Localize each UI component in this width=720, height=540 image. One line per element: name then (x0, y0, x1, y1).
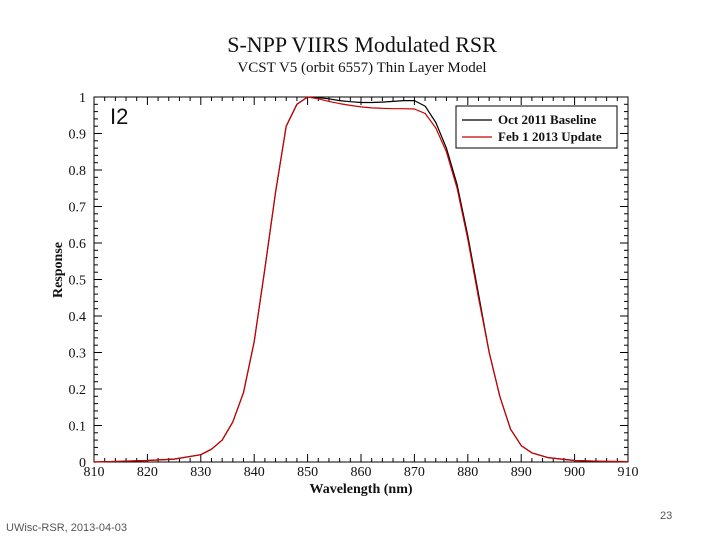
x-tick-label: 850 (297, 465, 318, 480)
chart-subtitle: VCST V5 (orbit 6557) Thin Layer Model (237, 60, 486, 76)
band-label: I2 (110, 104, 128, 129)
chart-title: S-NPP VIIRS Modulated RSR (227, 32, 497, 57)
y-tick-label: 0.8 (69, 164, 87, 179)
legend: Oct 2011 Baseline Feb 1 2013 Update (455, 105, 618, 149)
x-tick-label: 890 (511, 465, 532, 480)
x-tick-label: 840 (244, 465, 265, 480)
footer-source: UWisc-RSR, 2013-04-03 (6, 522, 128, 534)
x-tick-label: 810 (84, 465, 105, 480)
y-tick-label: 0.4 (69, 310, 87, 325)
x-tick-labels: 810 820 830 840 850 860 870 880 890 900 910 (84, 465, 639, 480)
y-tick-label: 1 (79, 91, 86, 106)
y-tick-label: 0.1 (69, 420, 87, 435)
x-axis-label: Wavelength (nm) (309, 482, 412, 497)
series-line-update (93, 96, 629, 463)
legend-box (455, 105, 618, 149)
y-tick-label: 0.6 (69, 237, 87, 252)
x-tick-label: 860 (351, 465, 372, 480)
x-tick-label: 910 (618, 465, 639, 480)
x-tick-label: 900 (564, 465, 585, 480)
legend-label-update: Feb 1 2013 Update (498, 129, 602, 144)
x-tick-label: 830 (190, 465, 211, 480)
legend-label-baseline: Oct 2011 Baseline (498, 112, 596, 127)
y-tick-label: 0.3 (69, 347, 87, 362)
series-line-baseline (93, 96, 629, 463)
y-tick-label: 0.2 (69, 383, 87, 398)
series-lines (93, 96, 629, 463)
y-tick-label: 0.9 (69, 128, 87, 143)
page-number: 23 (660, 510, 673, 522)
y-tick-labels: 0 0.1 0.2 0.3 0.4 0.5 0.6 0.7 0.8 0.9 1 (69, 91, 87, 471)
x-tick-label: 880 (457, 465, 478, 480)
x-tick-label: 820 (137, 465, 158, 480)
y-tick-label: 0.7 (69, 201, 87, 216)
axis-ticks (93, 96, 629, 463)
plot-frame (93, 96, 629, 463)
y-tick-label: 0.5 (69, 274, 87, 289)
y-axis-label: Response (51, 242, 66, 298)
y-tick-label: 0 (79, 456, 86, 471)
x-tick-label: 870 (404, 465, 425, 480)
